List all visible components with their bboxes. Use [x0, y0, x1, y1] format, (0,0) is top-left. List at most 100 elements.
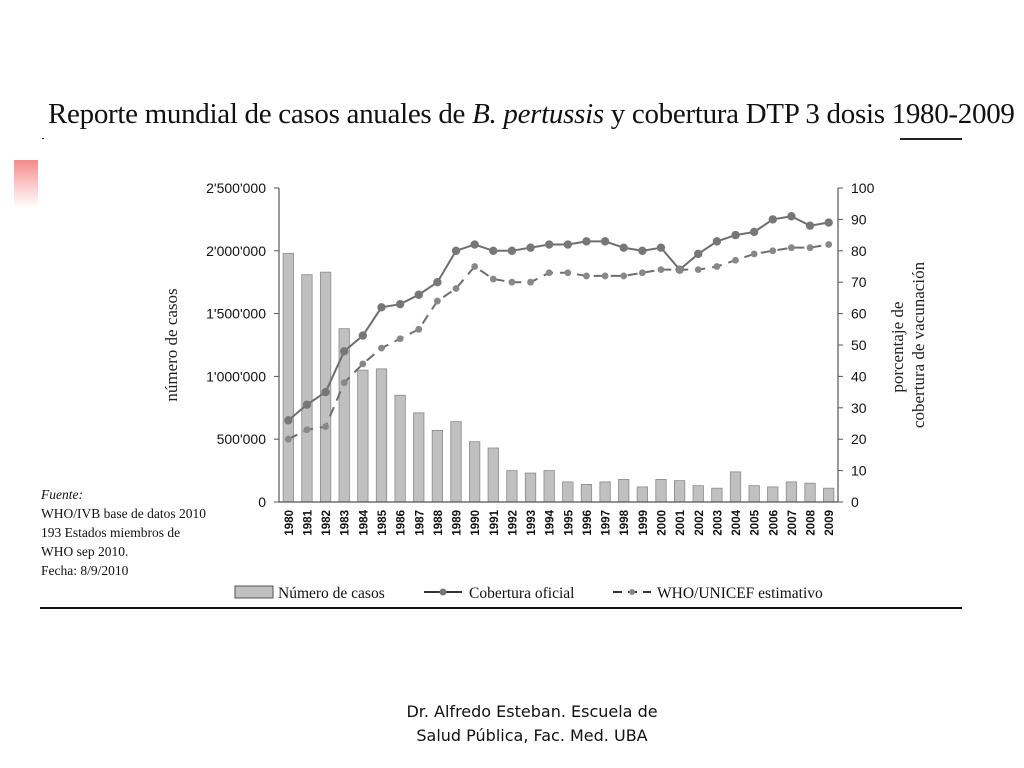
- point-coverage-official-1990: [470, 240, 479, 249]
- x-tick-label-1987: 1987: [414, 510, 426, 536]
- point-coverage-estimate-1991: [489, 275, 497, 283]
- title-text-end: y cobertura DTP 3 dosis 1980-2009: [603, 98, 1015, 130]
- x-tick-label-1981: 1981: [302, 509, 314, 535]
- point-coverage-official-1996: [582, 237, 591, 246]
- point-coverage-estimate-1986: [396, 335, 404, 343]
- bar-series-cases: [282, 252, 835, 503]
- y-axis-right-tick-label: 70: [851, 274, 867, 290]
- legend-swatch-official-marker: [439, 588, 447, 596]
- point-coverage-estimate-2003: [713, 263, 721, 270]
- bar-cases-1996: [580, 484, 593, 503]
- point-coverage-official-1980: [284, 416, 293, 425]
- point-coverage-estimate-1984: [359, 360, 367, 368]
- bar-cases-1994: [543, 470, 555, 503]
- point-coverage-official-1991: [489, 246, 498, 255]
- slide-title: Reporte mundial de casos anuales de B. p…: [48, 98, 1015, 131]
- x-tick-label-1982: 1982: [321, 510, 333, 536]
- x-tick-label-1997: 1997: [601, 510, 613, 536]
- x-tick-label-1998: 1998: [619, 509, 631, 535]
- point-coverage-estimate-1988: [433, 297, 441, 305]
- x-tick-label-1988: 1988: [433, 509, 445, 535]
- bar-cases-1999: [636, 486, 648, 503]
- y-axis-right-tick-label: 30: [851, 400, 867, 416]
- source-line-2: 193 Estados miembros de: [41, 525, 181, 540]
- point-coverage-official-1998: [619, 243, 628, 252]
- bar-cases-1992: [506, 470, 518, 503]
- x-tick-label-1996: 1996: [582, 510, 594, 536]
- point-coverage-estimate-2006: [769, 247, 777, 255]
- x-tick-label-2009: 2009: [824, 510, 836, 536]
- x-tick-label-1994: 1994: [545, 509, 557, 535]
- chart-legend: Número de casos Cobertura oficial WHO/UN…: [234, 585, 823, 602]
- legend-label-official: Cobertura oficial: [469, 585, 574, 602]
- point-coverage-estimate-1987: [415, 325, 423, 333]
- y-axis-right-tick-label: 60: [851, 306, 867, 322]
- point-coverage-estimate-1981: [303, 426, 311, 434]
- x-tick-label-1984: 1984: [358, 509, 370, 535]
- bar-cases-1989: [450, 421, 462, 503]
- bar-cases-1986: [394, 394, 406, 503]
- point-coverage-official-1988: [433, 278, 442, 287]
- title-species-name: B. pertussis: [472, 98, 604, 130]
- point-coverage-official-1981: [302, 400, 312, 409]
- y-axis-right-tick-label: 50: [851, 337, 867, 353]
- point-coverage-estimate-1980: [284, 435, 292, 443]
- x-tick-label-2008: 2008: [806, 509, 818, 535]
- point-coverage-official-2009: [824, 218, 833, 227]
- title-text-start: Reporte mundial de casos anuales de: [48, 98, 473, 130]
- y-axis-right-tick-label: 80: [851, 243, 867, 259]
- y-axis-right-tick-label: 0: [851, 494, 859, 510]
- bar-cases-1988: [431, 430, 444, 503]
- line-coverage-official: [287, 215, 829, 422]
- x-tick-label-2003: 2003: [712, 510, 724, 536]
- x-tick-label-2007: 2007: [787, 510, 799, 536]
- legend-swatch-estimate-marker: [629, 589, 635, 595]
- slide-accent-bar: [14, 160, 38, 208]
- bar-cases-2004: [729, 471, 742, 503]
- x-tick-label-1983: 1983: [340, 510, 352, 536]
- y-axis-right-tick-label: 90: [851, 211, 867, 227]
- bar-cases-1984: [357, 369, 369, 503]
- coverage-lines: [284, 212, 833, 443]
- bar-cases-1981: [301, 274, 313, 503]
- cases-coverage-chart: 0 500'000 1'000'000 1'500'000 2'000'000 2'500…: [162, 180, 928, 602]
- point-coverage-official-2007: [787, 212, 796, 221]
- y-axis-right-tick-label: 10: [851, 463, 867, 479]
- bar-cases-2009: [823, 487, 835, 503]
- bar-cases-1985: [375, 368, 388, 503]
- point-coverage-official-2005: [749, 227, 759, 237]
- point-coverage-official-1994: [544, 240, 554, 249]
- bar-cases-2007: [785, 481, 798, 503]
- y-axis-left-tick-label: 2'500'000: [206, 180, 266, 196]
- bar-cases-2005: [748, 485, 760, 503]
- point-coverage-official-2003: [712, 237, 722, 246]
- legend-label-estimate: WHO/UNICEF estimativo: [657, 585, 823, 602]
- point-coverage-estimate-1993: [527, 278, 534, 286]
- point-coverage-official-1987: [414, 290, 423, 299]
- source-line-3: WHO sep 2010.: [41, 544, 129, 559]
- point-coverage-official-2006: [768, 215, 777, 224]
- x-tick-label-2002: 2002: [694, 510, 706, 536]
- x-tick-label-1980: 1980: [284, 510, 296, 536]
- bar-cases-1998: [618, 478, 630, 503]
- x-tick-label-1990: 1990: [470, 510, 482, 536]
- title-rule-left: [42, 138, 44, 139]
- x-tick-label-2000: 2000: [656, 510, 668, 536]
- x-tick-label-1999: 1999: [638, 510, 650, 536]
- x-tick-label-2005: 2005: [750, 509, 762, 535]
- point-coverage-official-2004: [731, 230, 740, 240]
- point-coverage-estimate-1995: [564, 269, 572, 277]
- point-coverage-estimate-1996: [583, 272, 590, 280]
- bar-cases-1987: [413, 412, 425, 503]
- point-coverage-estimate-1983: [340, 379, 348, 387]
- y-axis-left-tick-label: 500'000: [217, 431, 267, 447]
- y-axis-left-tick-label: 1'000'000: [206, 368, 266, 384]
- point-coverage-estimate-2008: [806, 244, 814, 252]
- point-coverage-official-1983: [340, 347, 349, 356]
- y-axis-right-title: porcentaje de cobertura de vacunación: [888, 261, 928, 428]
- line-coverage-estimate: [287, 243, 829, 441]
- point-coverage-estimate-2005: [750, 250, 758, 258]
- bar-cases-1991: [487, 447, 499, 503]
- point-coverage-official-1999: [638, 246, 647, 255]
- x-axis-tick-labels: 1980 1981 1982 1983 1984 1985 1986 1987 1988 1989…: [284, 509, 836, 535]
